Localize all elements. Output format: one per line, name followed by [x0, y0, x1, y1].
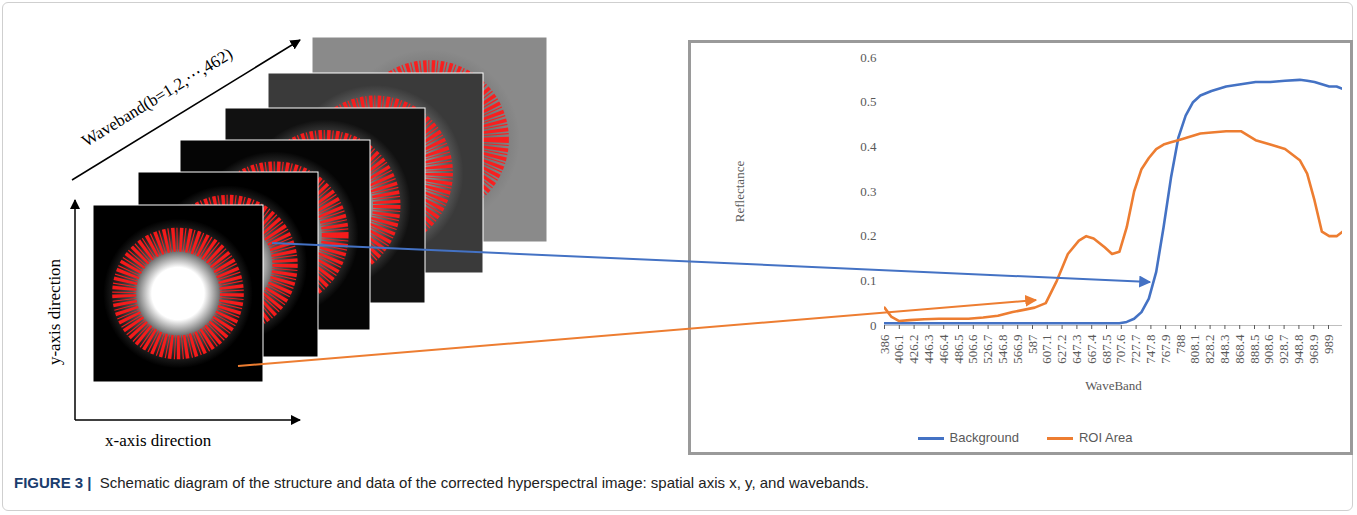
- svg-text:707.6: 707.6: [1113, 334, 1128, 364]
- svg-text:627.2: 627.2: [1054, 335, 1069, 364]
- svg-text:0: 0: [870, 318, 877, 333]
- svg-text:0.6: 0.6: [860, 50, 877, 65]
- svg-text:948.8: 948.8: [1291, 335, 1306, 364]
- svg-text:526.7: 526.7: [980, 334, 995, 364]
- svg-text:647.3: 647.3: [1069, 335, 1084, 364]
- svg-text:0.3: 0.3: [860, 184, 876, 199]
- svg-text:0.5: 0.5: [860, 94, 876, 109]
- svg-text:587: 587: [1025, 334, 1040, 354]
- svg-text:767.9: 767.9: [1158, 335, 1173, 364]
- svg-text:y-axis direction: y-axis direction: [45, 258, 64, 365]
- html-text:Background: Background: [949, 430, 1019, 445]
- html-text:FIGURE 3 | Schematic diagram o: FIGURE 3 | Schematic diagram of the stru…: [14, 474, 869, 491]
- svg-text:868.4: 868.4: [1232, 334, 1247, 364]
- svg-text:WaveBand: WaveBand: [1085, 378, 1142, 393]
- svg-text:426.2: 426.2: [906, 335, 921, 364]
- svg-text:Waveband(b=1,2,⋯,462): Waveband(b=1,2,⋯,462): [78, 44, 235, 151]
- svg-text:0.1: 0.1: [860, 273, 876, 288]
- svg-text:486.5: 486.5: [951, 335, 966, 364]
- svg-text:Reflectance: Reflectance: [732, 161, 747, 223]
- svg-text:848.3: 848.3: [1217, 335, 1232, 364]
- svg-text:0.4: 0.4: [860, 139, 877, 154]
- svg-text:506.6: 506.6: [965, 334, 980, 364]
- svg-text:808.1: 808.1: [1187, 335, 1202, 364]
- svg-text:687.5: 687.5: [1099, 335, 1114, 364]
- svg-text:0.2: 0.2: [860, 228, 876, 243]
- svg-text:546.8: 546.8: [995, 335, 1010, 364]
- svg-text:406.1: 406.1: [891, 335, 906, 364]
- svg-text:747.8: 747.8: [1143, 335, 1158, 364]
- html-text:ROI Area: ROI Area: [1079, 430, 1133, 445]
- svg-text:888.5: 888.5: [1247, 335, 1262, 364]
- svg-text:667.4: 667.4: [1084, 334, 1099, 364]
- svg-text:566.9: 566.9: [1010, 335, 1025, 364]
- svg-text:968.9: 968.9: [1306, 335, 1321, 364]
- svg-text:446.3: 446.3: [921, 335, 936, 364]
- svg-text:788: 788: [1173, 335, 1188, 355]
- svg-text:386: 386: [877, 334, 892, 354]
- svg-text:908.6: 908.6: [1261, 334, 1276, 364]
- svg-text:x-axis direction: x-axis direction: [105, 431, 212, 450]
- svg-text:607.1: 607.1: [1039, 335, 1054, 364]
- svg-text:828.2: 828.2: [1202, 335, 1217, 364]
- svg-text:727.7: 727.7: [1128, 334, 1143, 364]
- svg-text:989: 989: [1321, 335, 1336, 355]
- svg-text:928.7: 928.7: [1276, 334, 1291, 364]
- svg-text:466.4: 466.4: [936, 334, 951, 364]
